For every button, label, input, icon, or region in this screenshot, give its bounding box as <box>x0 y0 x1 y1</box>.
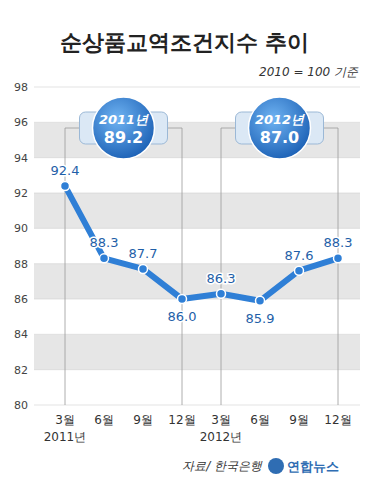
grid-band <box>34 299 360 334</box>
point <box>334 254 343 263</box>
y-tick-label: 90 <box>14 222 28 235</box>
chart: 순상품교역조건지수 추이 2010 = 100 기준 80 82 84 86 88 90 92 9… <box>0 0 369 492</box>
grid-line <box>34 334 360 335</box>
x-tick-label: 9월 <box>289 413 309 427</box>
x-tick-label: 12월 <box>168 413 195 427</box>
group-annotation: 2011년89.2 <box>65 97 182 405</box>
bracket-line <box>338 128 339 405</box>
grid-band <box>34 158 360 193</box>
grid-band <box>34 228 360 263</box>
grid-band <box>34 370 360 405</box>
point <box>256 296 265 305</box>
group-annotation: 2012년87.0 <box>221 97 338 405</box>
y-tick-label: 82 <box>14 364 28 377</box>
x-tick-label: 6월 <box>94 413 114 427</box>
title: 순상품교역조건지수 추이 <box>60 30 310 55</box>
group-label: 2012년 <box>255 112 305 127</box>
grid-band <box>34 334 360 369</box>
x-tick-label: 3월 <box>211 413 231 427</box>
data-label: 88.3 <box>324 235 353 250</box>
y-tick-label: 96 <box>14 116 28 129</box>
y-tick-label: 84 <box>14 328 28 341</box>
point <box>178 295 187 304</box>
x-tick-label: 9월 <box>133 413 153 427</box>
bracket-line <box>221 128 222 405</box>
grid-line <box>34 369 360 370</box>
x-group-label: 2012년 <box>200 430 243 444</box>
grid-line <box>34 193 360 194</box>
group-average: 87.0 <box>260 128 299 147</box>
group-label: 2011년 <box>99 112 149 127</box>
x-tick-label: 6월 <box>250 413 270 427</box>
bracket-line <box>182 128 183 405</box>
grid-line <box>34 228 360 229</box>
point <box>295 266 304 275</box>
point <box>217 289 226 298</box>
average-bubble <box>93 97 155 159</box>
x-tick-label: 3월 <box>55 413 75 427</box>
grid-line <box>34 405 360 406</box>
grid-line <box>34 87 360 88</box>
y-tick-label: 92 <box>14 187 28 200</box>
plot-area <box>61 181 343 305</box>
x-group-label: 2011년 <box>44 430 87 444</box>
data-label: 85.9 <box>246 311 275 326</box>
y-tick-label: 94 <box>14 152 28 165</box>
group-average: 89.2 <box>104 128 143 147</box>
grid-line <box>34 157 360 158</box>
line <box>65 186 338 301</box>
point <box>100 254 109 263</box>
source: 자료/ 한국은행 <box>182 459 263 473</box>
y-tick-label: 86 <box>14 293 28 306</box>
data-label: 88.3 <box>90 235 119 250</box>
y-tick-label: 98 <box>14 81 28 94</box>
y-tick-label: 88 <box>14 258 28 271</box>
average-bubble <box>249 97 311 159</box>
data-label: 92.4 <box>51 163 80 178</box>
subtitle: 2010 = 100 기준 <box>259 65 359 79</box>
x-tick-label: 12월 <box>324 413 351 427</box>
publisher-logo <box>268 458 284 474</box>
data-label: 86.3 <box>207 271 236 286</box>
point <box>61 181 70 190</box>
data-label: 86.0 <box>168 309 197 324</box>
data-label: 87.6 <box>285 248 314 263</box>
publisher: 연합뉴스 <box>287 459 339 474</box>
data-label: 87.7 <box>129 246 158 261</box>
y-tick-label: 80 <box>14 399 28 412</box>
point <box>139 264 148 273</box>
